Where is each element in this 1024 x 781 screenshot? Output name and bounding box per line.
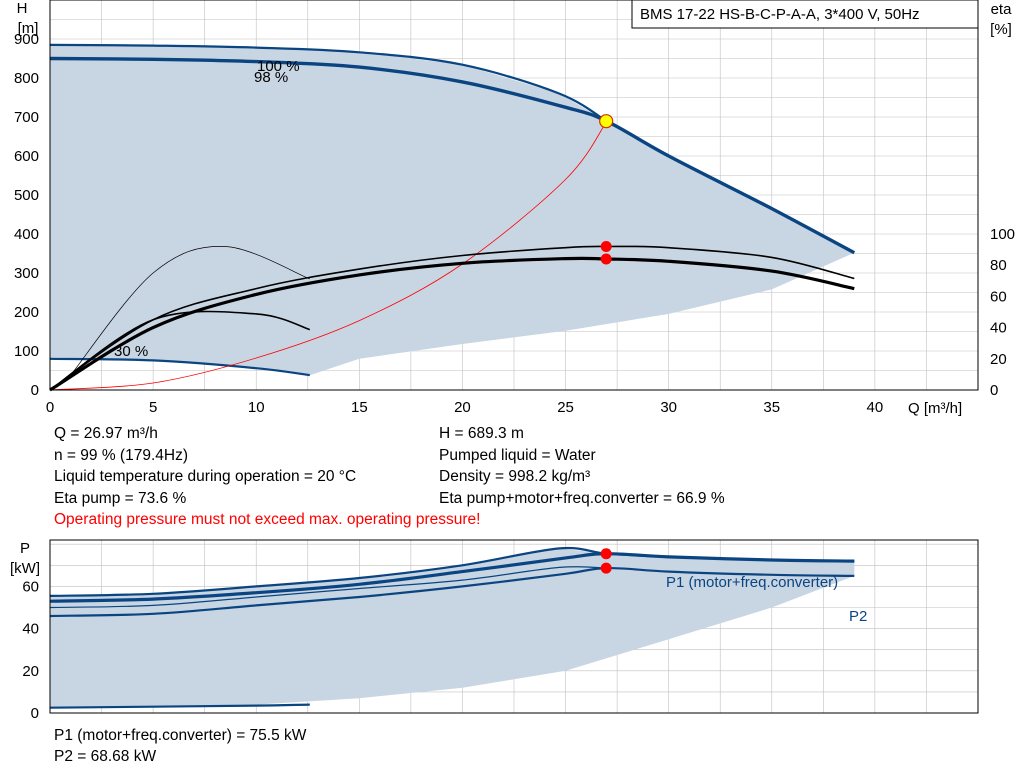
y2-tick-label: 100 <box>990 226 1015 243</box>
p2-max-curve <box>49 566 607 609</box>
eta-thin-a-curve <box>49 310 311 391</box>
curve-label-30: 30 % <box>114 343 148 360</box>
head-op-curve <box>49 56 856 255</box>
y2-tick-label: 40 <box>990 320 1007 337</box>
head-operating-area <box>50 44 855 376</box>
power-point-marker <box>600 548 612 560</box>
head-max-curve <box>49 43 608 123</box>
info-density: Density = 998.2 kg/m³ <box>439 468 591 485</box>
y2-tick-label: 60 <box>990 288 1007 305</box>
eta-axis-unit: [%] <box>990 21 1012 38</box>
info-eta-total: Eta pump+motor+freq.converter = 66.9 % <box>439 489 725 507</box>
eta-axis-label: eta <box>991 1 1013 18</box>
x-tick-label: 0 <box>46 399 54 416</box>
head-axis-unit: [m] <box>18 20 39 37</box>
y2-tick-label: 20 <box>990 351 1007 368</box>
y2-tick-label: 80 <box>990 257 1007 274</box>
head-chart-markers <box>599 114 614 265</box>
y-tick-label: 0 <box>31 382 39 399</box>
power-point-marker <box>600 562 612 574</box>
power-operating-area <box>50 548 855 708</box>
curve-label-98: 98 % <box>254 69 288 86</box>
x-tick-label: 10 <box>248 399 265 416</box>
head-chart-curves <box>49 43 856 392</box>
power-chart-markers <box>600 548 612 574</box>
head-axis-label: H <box>17 0 28 17</box>
y-tick-label: 900 <box>14 31 39 48</box>
x-tick-label: 30 <box>660 399 677 416</box>
x-tick-label: 20 <box>454 399 471 416</box>
power-tick-label: 40 <box>22 621 39 638</box>
power-tick-label: 60 <box>22 578 39 595</box>
info-p1: P1 (motor+freq.converter) = 75.5 kW <box>54 727 307 744</box>
p-min-curve <box>49 703 310 709</box>
chart-title-box <box>631 0 979 29</box>
power-axis-unit: [kW] <box>10 560 40 577</box>
y-tick-label: 200 <box>14 304 39 321</box>
y2-tick-label: 0 <box>990 382 998 399</box>
power-chart: 0 20 40 60 P [kW] P1 (motor+freq.converter)… <box>10 539 979 722</box>
info-speed: n = 99 % (179.4Hz) <box>54 446 188 464</box>
info-temperature: Liquid temperature during operation = 20… <box>54 468 357 485</box>
y-tick-label: 600 <box>14 148 39 165</box>
flow-axis-label: Q [m³/h] <box>908 400 962 417</box>
info-p2: P2 = 68.68 kW <box>54 748 157 765</box>
x-tick-label: 15 <box>351 399 368 416</box>
power-chart-ticks: 0 20 40 60 <box>22 578 39 722</box>
chart-title: BMS 17-22 HS-B-C-P-A-A, 3*400 V, 50Hz <box>640 6 920 23</box>
efficiency-point-marker <box>600 253 612 265</box>
system-curve-curve <box>49 121 608 391</box>
y-tick-label: 500 <box>14 187 39 204</box>
head-chart: 0 5 10 15 20 25 30 35 40010020030040050060070080… <box>14 0 1015 417</box>
eta-max-curve <box>49 245 855 391</box>
head-chart-ticks: 0 5 10 15 20 25 30 35 40010020030040050060070080… <box>14 31 1015 416</box>
duty-point-marker <box>599 114 614 129</box>
curve-label-100: 100 % <box>257 58 300 75</box>
pressure-warning: Operating pressure must not exceed max. … <box>54 511 481 528</box>
p1-curve-label: P1 (motor+freq.converter) <box>666 574 838 591</box>
power-tick-label: 0 <box>31 705 39 722</box>
p2-curve-label: P2 <box>849 608 867 625</box>
power-axis-label: P <box>20 540 30 557</box>
info-eta-pump: Eta pump = 73.6 % <box>54 489 187 507</box>
head-chart-frame <box>49 0 979 391</box>
eta-thin-b-curve <box>70 246 310 376</box>
y-tick-label: 800 <box>14 70 39 87</box>
p2-op-curve <box>49 566 855 618</box>
info-liquid: Pumped liquid = Water <box>439 446 596 464</box>
power-chart-frame <box>49 539 979 714</box>
info-h: H = 689.3 m <box>439 425 524 442</box>
x-tick-label: 25 <box>557 399 574 416</box>
y-tick-label: 700 <box>14 109 39 126</box>
y-tick-label: 100 <box>14 343 39 360</box>
p1-op-curve <box>49 552 855 603</box>
x-tick-label: 35 <box>763 399 780 416</box>
y-tick-label: 300 <box>14 265 39 282</box>
efficiency-point-marker <box>600 240 612 252</box>
info-q: Q = 26.97 m³/h <box>54 425 158 442</box>
power-chart-curves <box>49 546 855 709</box>
power-tick-label: 20 <box>22 663 39 680</box>
x-tick-label: 5 <box>149 399 157 416</box>
y-tick-label: 400 <box>14 226 39 243</box>
x-tick-label: 40 <box>867 399 884 416</box>
